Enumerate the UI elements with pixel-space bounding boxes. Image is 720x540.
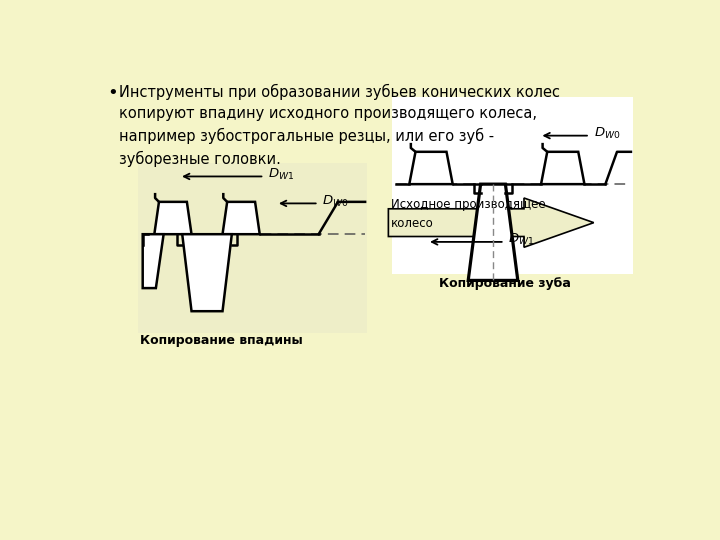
Polygon shape (143, 234, 163, 288)
Text: Исходное производящее: Исходное производящее (391, 198, 545, 211)
Polygon shape (409, 152, 453, 184)
Text: $D_{W0}$: $D_{W0}$ (323, 193, 349, 208)
Text: •: • (107, 84, 118, 102)
Text: Копирование впадины: Копирование впадины (140, 334, 303, 347)
Text: колесо: колесо (391, 217, 433, 230)
Text: $D_{W1}$: $D_{W1}$ (508, 232, 535, 247)
Polygon shape (541, 152, 585, 184)
Polygon shape (154, 202, 192, 234)
Polygon shape (222, 202, 260, 234)
Text: Инструменты при образовании зубьев конических колес
копируют впадину исходного п: Инструменты при образовании зубьев конич… (120, 84, 560, 167)
Polygon shape (388, 198, 594, 247)
Text: $D_{W0}$: $D_{W0}$ (594, 126, 621, 141)
FancyBboxPatch shape (138, 164, 366, 333)
FancyBboxPatch shape (392, 97, 632, 274)
Text: $D_{W1}$: $D_{W1}$ (269, 166, 294, 181)
Text: Копирование зуба: Копирование зуба (438, 276, 570, 289)
Polygon shape (468, 184, 518, 280)
Polygon shape (182, 234, 232, 311)
